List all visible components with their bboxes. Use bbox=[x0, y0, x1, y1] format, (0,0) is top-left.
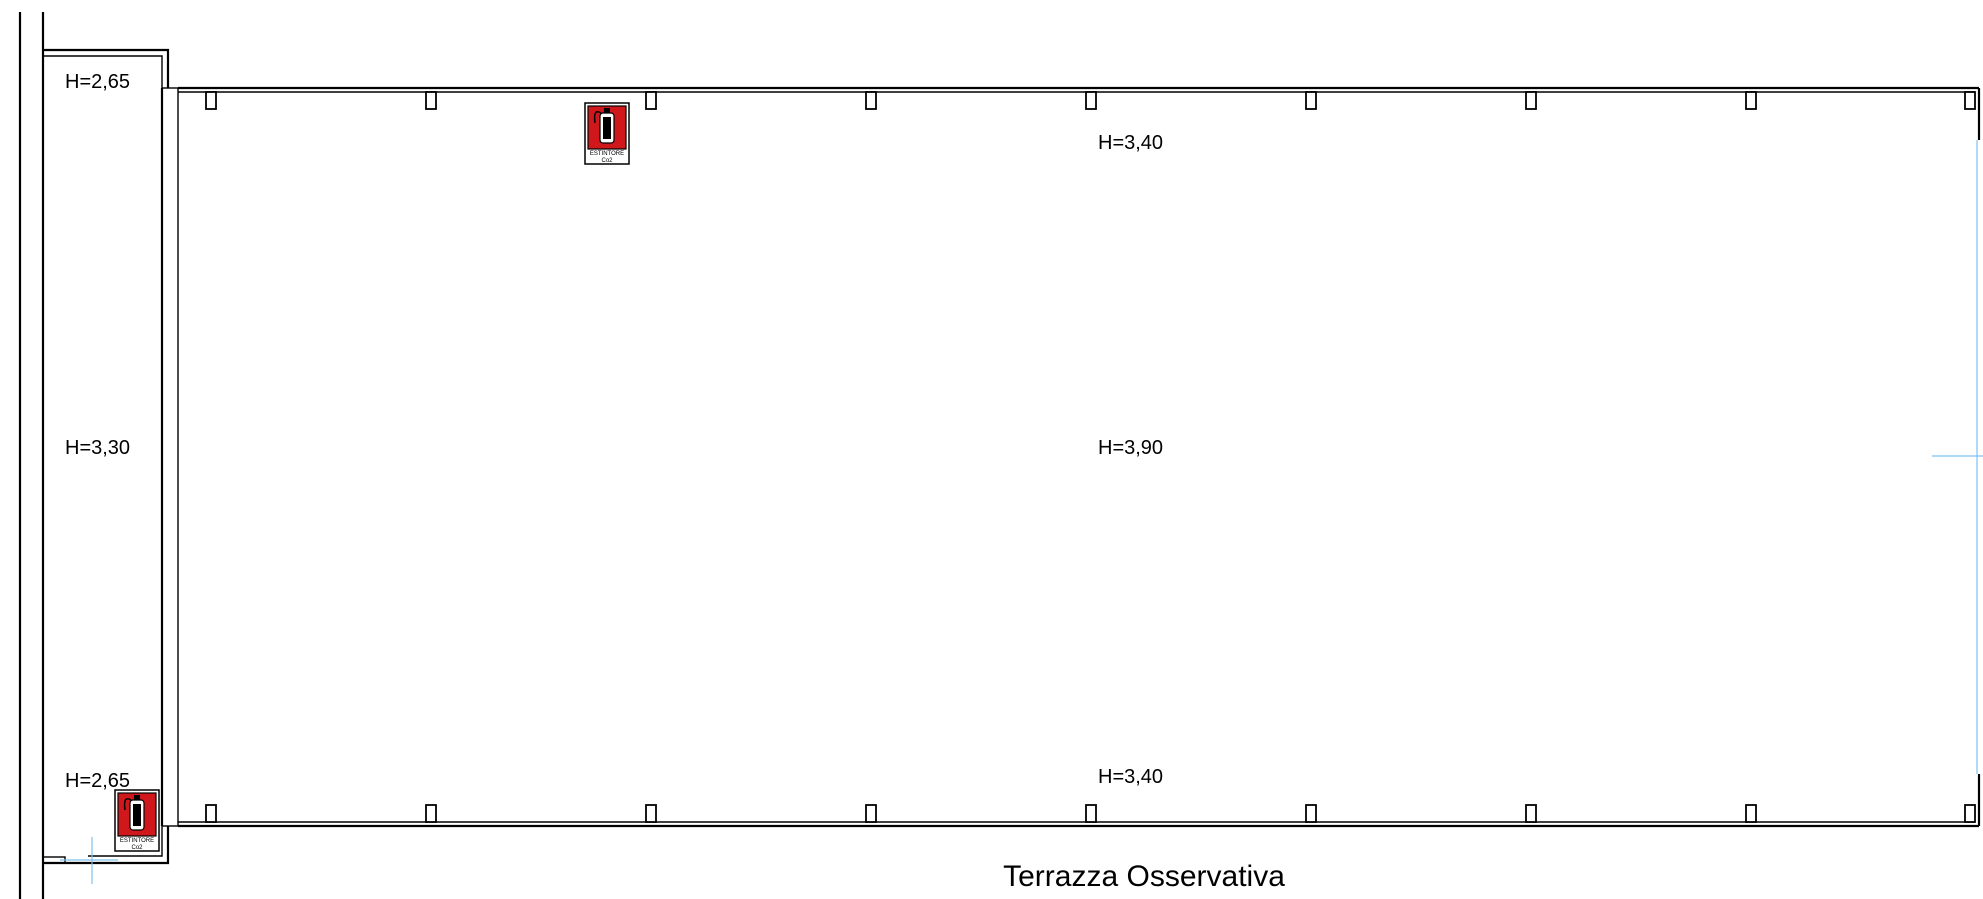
right-opening-guides bbox=[1932, 140, 1983, 774]
column bbox=[205, 91, 217, 110]
terrace-walls bbox=[178, 86, 1981, 828]
extinguisher-type: Co2 bbox=[601, 158, 613, 164]
column bbox=[1085, 804, 1097, 823]
column bbox=[865, 91, 877, 110]
column bbox=[1964, 91, 1976, 110]
left-boundary-walls bbox=[18, 12, 45, 899]
column bbox=[1305, 804, 1317, 823]
extinguisher-label: ESTINTORE bbox=[590, 151, 624, 157]
room-title: Terrazza Osservativa bbox=[1003, 860, 1285, 893]
crosshair-guide bbox=[60, 837, 118, 884]
columns-bottom-row bbox=[205, 804, 1976, 823]
height-label-bottom-left: H=2,65 bbox=[65, 770, 130, 792]
column bbox=[425, 91, 437, 110]
column bbox=[425, 804, 437, 823]
column bbox=[1525, 91, 1537, 110]
column bbox=[1745, 804, 1757, 823]
height-label-top-center: H=3,40 bbox=[1098, 132, 1163, 154]
column bbox=[645, 91, 657, 110]
height-label-mid-left: H=3,30 bbox=[65, 437, 130, 459]
height-label-mid-center: H=3,90 bbox=[1098, 437, 1163, 459]
column bbox=[865, 804, 877, 823]
column bbox=[1745, 91, 1757, 110]
column bbox=[1525, 804, 1537, 823]
column bbox=[205, 804, 217, 823]
fire-extinguisher-icon: ESTINTORE Co2 bbox=[584, 102, 630, 165]
height-label-bottom-center: H=3,40 bbox=[1098, 766, 1163, 788]
column bbox=[1964, 804, 1976, 823]
column bbox=[1305, 91, 1317, 110]
extinguisher-label: ESTINTORE bbox=[120, 838, 154, 844]
left-corridor-walls bbox=[42, 48, 179, 865]
column bbox=[645, 804, 657, 823]
column bbox=[1085, 91, 1097, 110]
columns-top-row bbox=[205, 91, 1976, 110]
height-label-top-left: H=2,65 bbox=[65, 71, 130, 93]
extinguisher-type: Co2 bbox=[131, 845, 143, 851]
fire-extinguisher-icon: ESTINTORE Co2 bbox=[114, 789, 160, 852]
